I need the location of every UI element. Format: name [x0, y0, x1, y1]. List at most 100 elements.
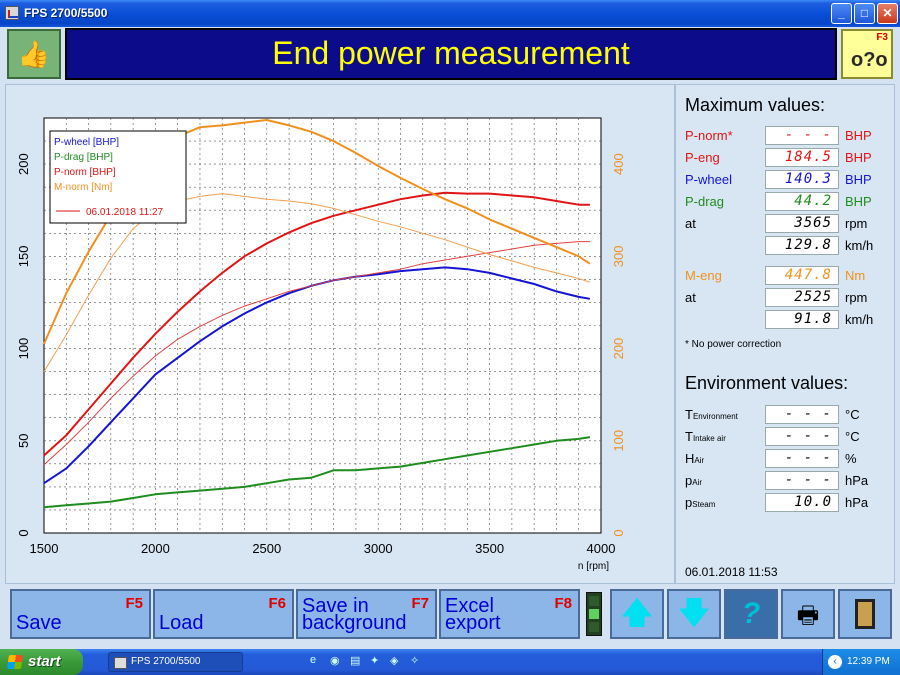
y-left-tick-label: 0 [16, 529, 31, 536]
thumbs-up-button[interactable]: 👍 [7, 29, 61, 79]
env-row-label: TIntake air [685, 429, 726, 444]
env-row-unit: hPa [845, 495, 869, 510]
clock: 12:39 PM [847, 656, 890, 667]
max-row-value: 140.3 [765, 170, 839, 189]
taskbar-item-fps[interactable]: FPS 2700/5500 [108, 652, 243, 672]
x-tick-label: 1500 [30, 541, 59, 556]
max-row-label: M-eng [685, 268, 722, 283]
y-left-tick-label: 200 [16, 153, 31, 175]
legend-entry: P-norm [BHP] [54, 167, 116, 178]
printer-icon: 🖶 [796, 602, 820, 629]
env-row-unit: hPa [845, 473, 869, 488]
series-line-p-norm-ref- [43, 241, 590, 466]
series-line-m-norm-ref- [43, 193, 591, 372]
max-row-unit: BHP [845, 172, 872, 187]
legend-reference-label: 06.01.2018 11:27 [86, 207, 164, 218]
scroll-up-button[interactable]: 🡅 [610, 589, 664, 639]
tray-expand-icon[interactable]: ‹ [828, 655, 842, 669]
load-label: Load [159, 612, 204, 634]
quicklaunch-app-icon[interactable]: ◈ [390, 655, 399, 667]
chart-panel: 1500 2000 2500 3000 3500 4000 n [rpm] 0 50 100 150… [5, 84, 675, 584]
max-row-unit: rpm [845, 216, 868, 231]
env-row-value: 10.0 [765, 493, 839, 512]
f3-button[interactable]: F3 o?o [841, 29, 893, 79]
arrow-up-icon: 🡅 [621, 597, 653, 630]
taskbar: start e ◉ ▤ ✦ ◈ ✧ FPS 2700/5500 ‹ 12:39 … [0, 649, 900, 675]
print-button[interactable]: 🖶 [781, 589, 835, 639]
env-row-unit: °C [845, 429, 860, 444]
exit-button[interactable] [838, 589, 892, 639]
env-row-value: - - - -.- [765, 471, 839, 505]
max-row-unit: km/h [845, 238, 874, 253]
max-row-value: - - - -.- [765, 126, 839, 160]
x-axis-label: n [rpm] [578, 561, 609, 572]
max-values-heading: Maximum values: [685, 95, 826, 115]
scroll-down-button[interactable]: 🡇 [667, 589, 721, 639]
max-row-unit: BHP [845, 150, 872, 165]
legend-box [49, 130, 187, 224]
max-row-value: 447.8 [765, 266, 839, 285]
x-tick-label: 3000 [364, 541, 393, 556]
save-in-background-button[interactable]: F7 Save in background [296, 589, 437, 639]
start-button[interactable]: start [0, 649, 83, 675]
max-row-value: 44.2 [765, 192, 839, 211]
max-row-value: 91.8 [765, 310, 839, 329]
function-bar: F5 Save F6 Load F7 Save in background F8 … [5, 586, 895, 641]
env-row-label: pAir [685, 473, 703, 488]
maximize-button[interactable]: □ [854, 3, 875, 24]
connection-help-icon: o?o [851, 49, 888, 71]
max-row-label: at [685, 216, 696, 231]
legend-entry: P-wheel [BHP] [54, 137, 119, 148]
save-in-background-label: Save in background [302, 595, 407, 634]
x-tick-label: 2500 [252, 541, 281, 556]
quicklaunch-browser-icon[interactable]: ◉ [330, 655, 340, 667]
save-label: Save [16, 612, 62, 634]
quicklaunch-doc-icon[interactable]: ▤ [350, 655, 361, 667]
minimize-button[interactable]: _ [831, 3, 852, 24]
quicklaunch-ie-icon[interactable]: e [310, 654, 317, 666]
values-panel: Maximum values: P-norm* - - - -.- BHP P-eng… [675, 84, 895, 584]
header: 👍 End power measurement F3 o?o [5, 27, 895, 81]
quicklaunch-net-icon[interactable]: ✧ [410, 655, 420, 667]
env-row-label: pSteam [685, 495, 716, 510]
start-label: start [28, 653, 61, 670]
help-button[interactable]: ? [724, 589, 778, 639]
max-row-label: P-wheel [685, 172, 732, 187]
environment-heading: Environment values: [685, 373, 849, 393]
save-button[interactable]: F5 Save [10, 589, 151, 639]
env-row-value: - - - -.- [765, 405, 839, 439]
close-button[interactable]: ✕ [877, 3, 898, 24]
thumbs-up-icon: 👍 [17, 39, 51, 69]
env-row-label: TEnvironment [685, 407, 738, 422]
env-row-label: HAir [685, 451, 705, 466]
title-bar[interactable]: FPS 2700/5500 _ □ ✕ [0, 0, 900, 27]
arrow-down-icon: 🡇 [678, 597, 710, 630]
max-row-value: 3565 [765, 214, 839, 233]
legend-entry: P-drag [BHP] [54, 152, 113, 163]
f5-key-label: F5 [125, 595, 143, 612]
excel-export-button[interactable]: F8 Excel export [439, 589, 580, 639]
excel-export-label: Excel export [445, 595, 501, 634]
exit-door-icon [855, 599, 875, 629]
quicklaunch-tool-icon[interactable]: ✦ [370, 655, 380, 667]
x-tick-label: 3500 [475, 541, 504, 556]
system-tray: ‹ 12:39 PM [822, 649, 900, 675]
env-row-unit: °C [845, 407, 860, 422]
y-right-tick-label: 100 [611, 430, 626, 452]
load-button[interactable]: F6 Load [153, 589, 294, 639]
f8-key-label: F8 [554, 595, 572, 612]
power-correction-note: * No power correction [685, 339, 782, 350]
page-title: End power measurement [65, 28, 837, 80]
y-left-tick-label: 150 [16, 245, 31, 267]
max-row-label: P-eng [685, 150, 720, 165]
max-row-value: 2525 [765, 288, 839, 307]
y-right-tick-label: 200 [611, 338, 626, 360]
window-title: FPS 2700/5500 [24, 6, 108, 20]
max-row-unit: BHP [845, 128, 872, 143]
max-row-value: 184.5 [765, 148, 839, 167]
x-tick-label: 4000 [587, 541, 616, 556]
max-row-unit: Nm [845, 268, 866, 283]
max-row-label: P-norm* [685, 128, 733, 143]
max-row-unit: rpm [845, 290, 868, 305]
